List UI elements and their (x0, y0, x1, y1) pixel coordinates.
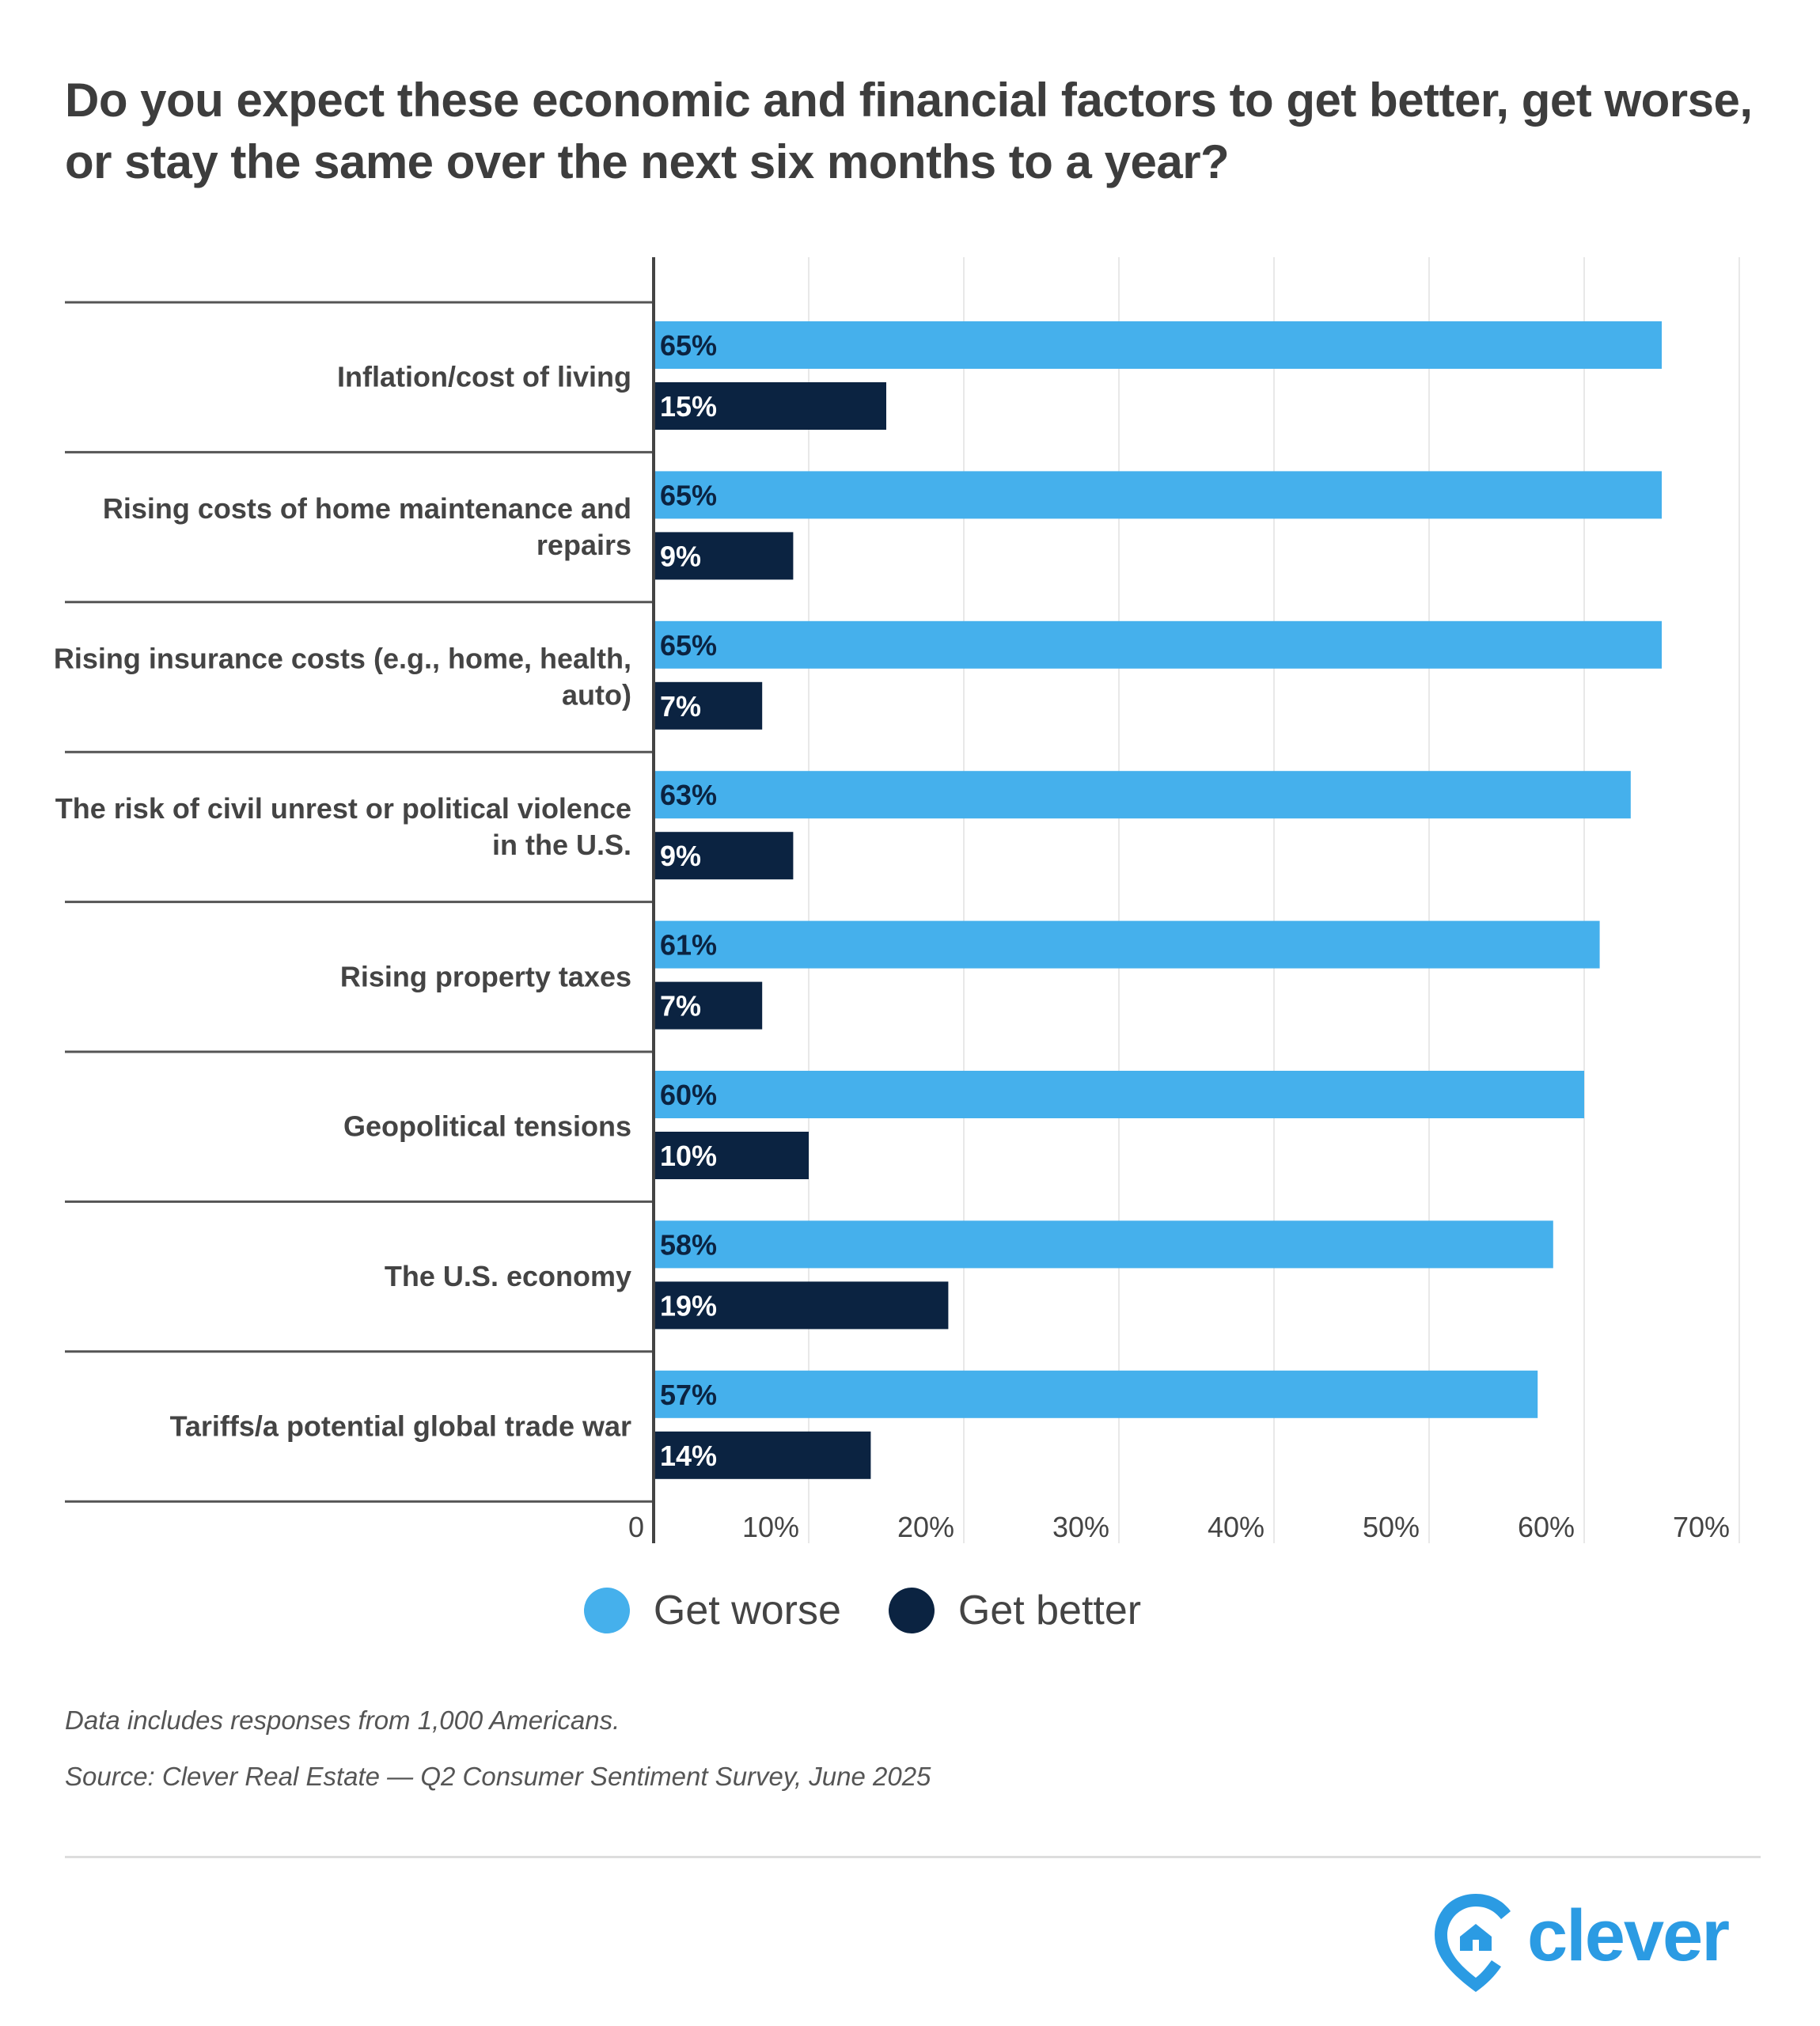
legend-swatch-get-better (888, 1588, 935, 1633)
category-label: Rising property taxes (340, 960, 631, 992)
legend-item-get-worse: Get worse (583, 1587, 841, 1634)
data-label: 57% (660, 1379, 717, 1411)
bar-get-better (654, 1132, 809, 1179)
category-label: Inflation/cost of living (337, 361, 631, 393)
x-tick-label: 50% (1363, 1511, 1420, 1543)
data-label: 58% (660, 1228, 717, 1261)
legend-label: Get worse (653, 1588, 841, 1633)
bar-get-worse (654, 1071, 1584, 1118)
category-label: The risk of civil unrest or political vi… (55, 792, 631, 825)
bar-get-better (654, 1281, 949, 1330)
category-label: Rising insurance costs (e.g., home, heal… (54, 643, 631, 675)
x-tick-label: 60% (1518, 1511, 1575, 1543)
data-label: 61% (660, 929, 717, 962)
data-label: 65% (660, 479, 717, 511)
bar-get-worse (654, 1370, 1538, 1418)
data-label: 9% (660, 540, 701, 572)
data-label: 65% (660, 629, 717, 662)
x-tick-label: 70% (1673, 1511, 1730, 1543)
x-tick-label: 20% (897, 1511, 954, 1543)
bar-get-worse (654, 920, 1600, 969)
category-label: repairs (537, 529, 631, 561)
bar-get-worse (654, 1220, 1553, 1269)
x-tick-label: 10% (742, 1511, 799, 1543)
clever-logo: clever (1428, 1888, 1769, 2002)
bar-get-better (654, 382, 886, 430)
category-label: The U.S. economy (385, 1260, 631, 1292)
bar-get-better (654, 532, 794, 580)
data-label: 14% (660, 1440, 717, 1472)
source-note: Source: Clever Real Estate — Q2 Consumer… (65, 1762, 931, 1791)
data-label: 10% (660, 1140, 717, 1172)
legend-swatch-get-worse (583, 1588, 630, 1633)
svg-text:clever: clever (1527, 1895, 1729, 1976)
bar-chart: Inflation/cost of living 65% 15% Rising cos… (54, 257, 1740, 1543)
category-label: Tariffs/a potential global trade war (170, 1410, 631, 1443)
bar-get-worse (654, 620, 1662, 669)
x-tick-label: 40% (1208, 1511, 1265, 1543)
data-label: 65% (660, 329, 717, 362)
category-label: auto) (562, 679, 631, 711)
bar-get-better (654, 681, 763, 730)
data-label: 63% (660, 779, 717, 811)
data-label: 9% (660, 840, 701, 872)
chart-title: Do you expect these economic and financi… (65, 74, 1753, 188)
bar-get-worse (654, 321, 1662, 369)
divider (65, 1856, 1761, 1858)
data-label: 60% (660, 1079, 717, 1111)
data-label: 7% (660, 690, 701, 723)
house-icon (1460, 1924, 1492, 1951)
x-tick-label: 30% (1052, 1511, 1109, 1543)
category-label: Rising costs of home maintenance and (103, 492, 631, 525)
data-label: 15% (660, 390, 717, 423)
category-label: Geopolitical tensions (343, 1110, 631, 1143)
category-label: in the U.S. (492, 829, 631, 861)
legend-label: Get better (957, 1588, 1142, 1633)
bar-get-worse (654, 471, 1662, 519)
location-pin-icon (1435, 1894, 1511, 1992)
x-tick-label: 0 (628, 1511, 644, 1543)
bar-get-better (654, 1431, 871, 1479)
bar-get-better (654, 832, 794, 880)
legend-item-get-better: Get better (888, 1587, 1142, 1634)
data-label: 19% (660, 1289, 717, 1322)
bar-get-better (654, 981, 763, 1030)
legend: Get worse Get better (0, 1587, 1773, 1634)
data-label: 7% (660, 990, 701, 1022)
bar-get-worse (654, 771, 1631, 819)
footnote: Data includes responses from 1,000 Ameri… (65, 1705, 620, 1735)
